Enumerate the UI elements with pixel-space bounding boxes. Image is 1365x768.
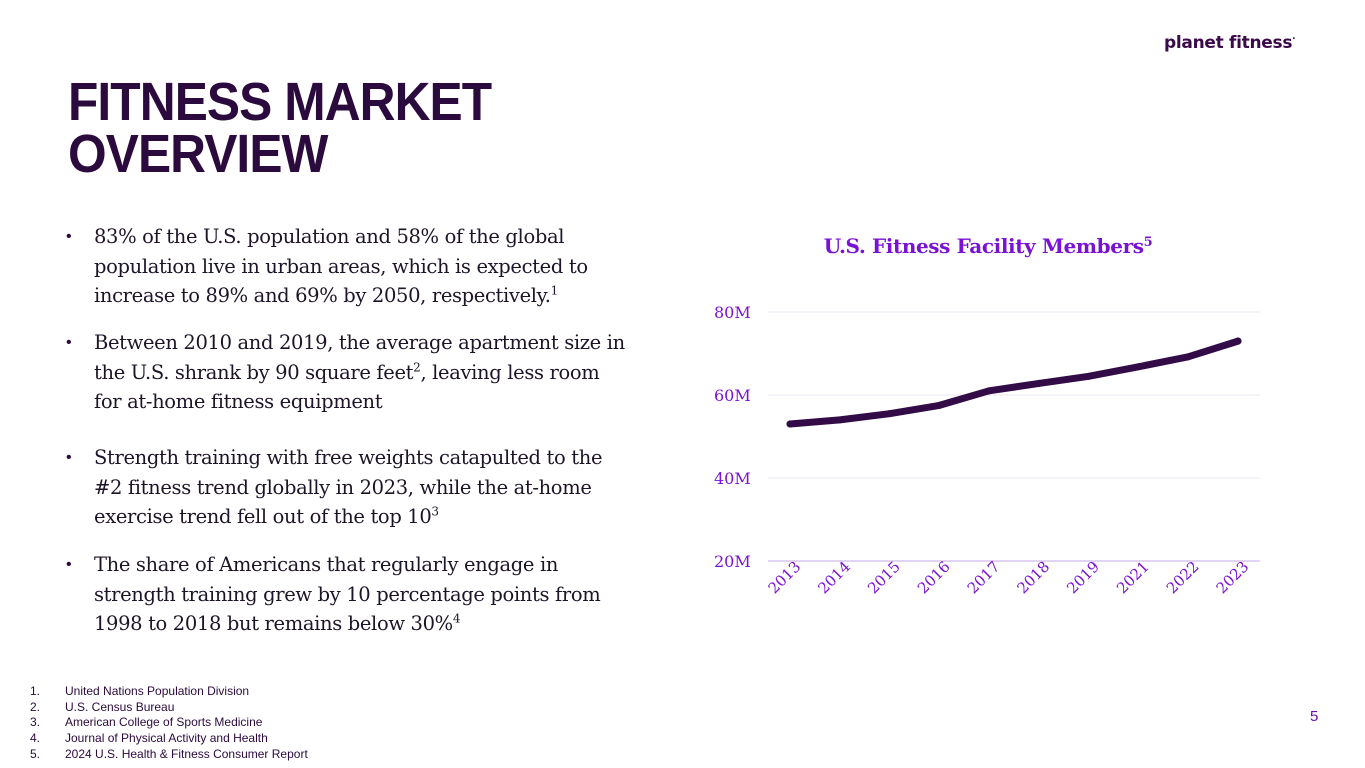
y-tick-label: 80M xyxy=(714,303,751,322)
bullet-item-apartment: • Between 2010 and 2019, the average apa… xyxy=(66,328,626,417)
x-tick-label: 2023 xyxy=(1213,558,1253,598)
bullet-text-body: 83% of the U.S. population and 58% of th… xyxy=(94,225,588,307)
footnote-ref: 3 xyxy=(431,504,439,519)
chart-gridlines xyxy=(768,311,1260,562)
data-point xyxy=(1134,363,1142,371)
x-tick-label: 2015 xyxy=(864,558,904,598)
data-point xyxy=(1234,337,1242,345)
bullet-text: 83% of the U.S. population and 58% of th… xyxy=(94,222,626,311)
footnote-number: 2. xyxy=(30,699,41,714)
members-chart-svg: U.S. Fitness Facility Members5 20M 40M 60M… xyxy=(714,234,1260,598)
bullet-text: The share of Americans that regularly en… xyxy=(94,550,626,639)
series-line xyxy=(786,337,1242,428)
footnote-ref: 4 xyxy=(452,611,461,626)
chart-series xyxy=(786,337,1242,428)
chart-title: U.S. Fitness Facility Members5 xyxy=(824,234,1153,258)
bullet-marker: • xyxy=(66,334,72,351)
x-tick-label: 2021 xyxy=(1113,558,1153,598)
planet-fitness-logo: planet fitness· xyxy=(1164,33,1314,53)
bullet-text-before: Between 2010 and 2019, the average apart… xyxy=(94,331,625,384)
footnote-number: 4. xyxy=(30,731,41,746)
footnote-item: 5. 2024 U.S. Health & Fitness Consumer Re… xyxy=(30,747,308,763)
bullet-item-strength-trend: • Strength training with free weights ca… xyxy=(66,443,626,532)
chart-x-axis: 2013 2014 2015 2016 2017 2018 2019 2021 2022 2023 xyxy=(765,558,1253,598)
footnotes-list: 1. United Nations Population Division 2. U… xyxy=(30,684,308,763)
logo-mark: · xyxy=(1292,34,1296,45)
chart-title-footnote: 5 xyxy=(1144,235,1153,250)
bullet-marker: • xyxy=(66,228,72,245)
bullet-text-after: , leaving less room for at-home fitness … xyxy=(94,360,600,414)
footnote-ref: 2 xyxy=(413,360,421,374)
bullet-text-body: The share of Americans that regularly en… xyxy=(94,553,601,635)
x-tick-label: 2022 xyxy=(1163,558,1203,598)
chart-title-text: U.S. Fitness Facility Members xyxy=(824,234,1144,258)
data-point xyxy=(836,416,844,424)
x-tick-label: 2013 xyxy=(765,558,805,598)
bullet-marker: • xyxy=(66,556,72,573)
footnote-source: Journal of Physical Activity and Health xyxy=(65,731,268,746)
footnote-item: 3. American College of Sports Medicine xyxy=(30,715,308,731)
x-tick-label: 2016 xyxy=(914,558,954,598)
data-point xyxy=(786,420,794,428)
footnote-ref: 1 xyxy=(550,283,559,298)
page-title: FITNESS MARKET OVERVIEW xyxy=(68,72,565,184)
footnote-source: United Nations Population Division xyxy=(65,684,250,698)
y-tick-label: 40M xyxy=(714,469,751,488)
bullet-marker: • xyxy=(66,449,72,466)
x-tick-label: 2014 xyxy=(814,558,854,598)
chart-y-axis: 20M 40M 60M 80M xyxy=(714,303,751,571)
footnote-number: 1. xyxy=(30,684,41,698)
x-tick-label: 2019 xyxy=(1063,558,1103,598)
footnote-item: 1. United Nations Population Division xyxy=(30,684,308,700)
bullet-item-americans-share: • The share of Americans that regularly … xyxy=(66,550,626,639)
members-chart: U.S. Fitness Facility Members5 20M 40M 60M… xyxy=(690,225,1290,645)
page-number: 5 xyxy=(1310,708,1319,725)
data-point xyxy=(1184,353,1192,361)
footnote-source: 2024 U.S. Health & Fitness Consumer Repo… xyxy=(65,746,308,761)
footnote-source: U.S. Census Bureau xyxy=(65,699,175,714)
data-point xyxy=(1085,372,1093,380)
footnote-item: 2. U.S. Census Bureau xyxy=(30,700,308,716)
footnote-item: 4. Journal of Physical Activity and Healt… xyxy=(30,731,308,747)
logo-text: planet fitness xyxy=(1164,33,1293,53)
footnote-number: 5. xyxy=(30,746,41,761)
footnote-source: American College of Sports Medicine xyxy=(65,715,263,730)
bullet-text: Strength training with free weights cata… xyxy=(94,443,626,532)
data-point xyxy=(985,387,993,395)
bullet-text: Between 2010 and 2019, the average apart… xyxy=(94,328,626,417)
bullet-text-body: Strength training with free weights cata… xyxy=(94,446,603,528)
y-tick-label: 60M xyxy=(714,386,751,405)
x-tick-label: 2017 xyxy=(964,558,1004,598)
title-line-1: FITNESS MARKET xyxy=(68,72,492,132)
data-point xyxy=(935,401,943,409)
bullet-item-urban: • 83% of the U.S. population and 58% of … xyxy=(66,222,626,311)
data-point xyxy=(886,410,894,418)
footnote-number: 3. xyxy=(30,715,41,730)
title-line-2: OVERVIEW xyxy=(68,124,328,184)
data-point xyxy=(1035,379,1043,387)
y-tick-label: 20M xyxy=(714,552,751,571)
x-tick-label: 2018 xyxy=(1013,558,1053,598)
